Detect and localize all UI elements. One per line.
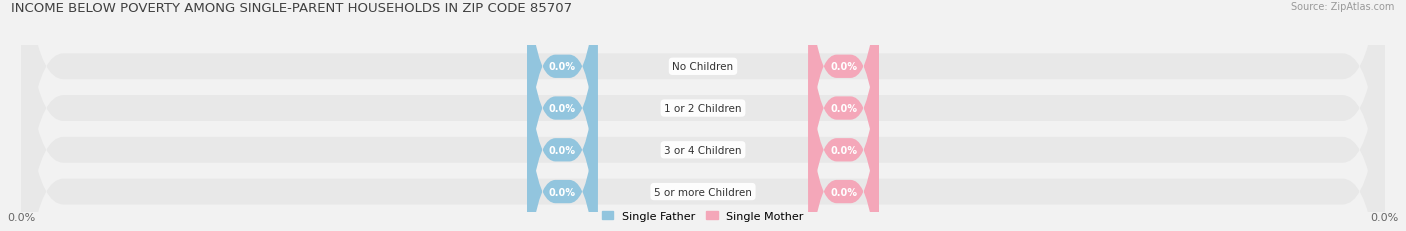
Text: 0.0%: 0.0% <box>7 213 35 222</box>
Text: 0.0%: 0.0% <box>830 62 858 72</box>
FancyBboxPatch shape <box>21 0 1385 231</box>
Text: 1 or 2 Children: 1 or 2 Children <box>664 103 742 114</box>
FancyBboxPatch shape <box>21 0 1385 231</box>
Text: 0.0%: 0.0% <box>830 145 858 155</box>
FancyBboxPatch shape <box>527 0 598 222</box>
Text: No Children: No Children <box>672 62 734 72</box>
Text: 0.0%: 0.0% <box>548 103 576 114</box>
FancyBboxPatch shape <box>527 0 598 231</box>
Text: INCOME BELOW POVERTY AMONG SINGLE-PARENT HOUSEHOLDS IN ZIP CODE 85707: INCOME BELOW POVERTY AMONG SINGLE-PARENT… <box>11 2 572 15</box>
FancyBboxPatch shape <box>21 0 1385 231</box>
FancyBboxPatch shape <box>808 0 879 231</box>
FancyBboxPatch shape <box>21 0 1385 231</box>
FancyBboxPatch shape <box>527 0 598 231</box>
Text: 0.0%: 0.0% <box>548 187 576 197</box>
Text: 0.0%: 0.0% <box>1371 213 1399 222</box>
Text: 5 or more Children: 5 or more Children <box>654 187 752 197</box>
Text: 0.0%: 0.0% <box>548 145 576 155</box>
Text: Source: ZipAtlas.com: Source: ZipAtlas.com <box>1291 2 1395 12</box>
Text: 3 or 4 Children: 3 or 4 Children <box>664 145 742 155</box>
FancyBboxPatch shape <box>808 0 879 231</box>
Text: 0.0%: 0.0% <box>830 187 858 197</box>
Text: 0.0%: 0.0% <box>548 62 576 72</box>
Legend: Single Father, Single Mother: Single Father, Single Mother <box>598 207 808 225</box>
FancyBboxPatch shape <box>527 37 598 231</box>
Text: 0.0%: 0.0% <box>830 103 858 114</box>
FancyBboxPatch shape <box>808 0 879 222</box>
FancyBboxPatch shape <box>808 37 879 231</box>
